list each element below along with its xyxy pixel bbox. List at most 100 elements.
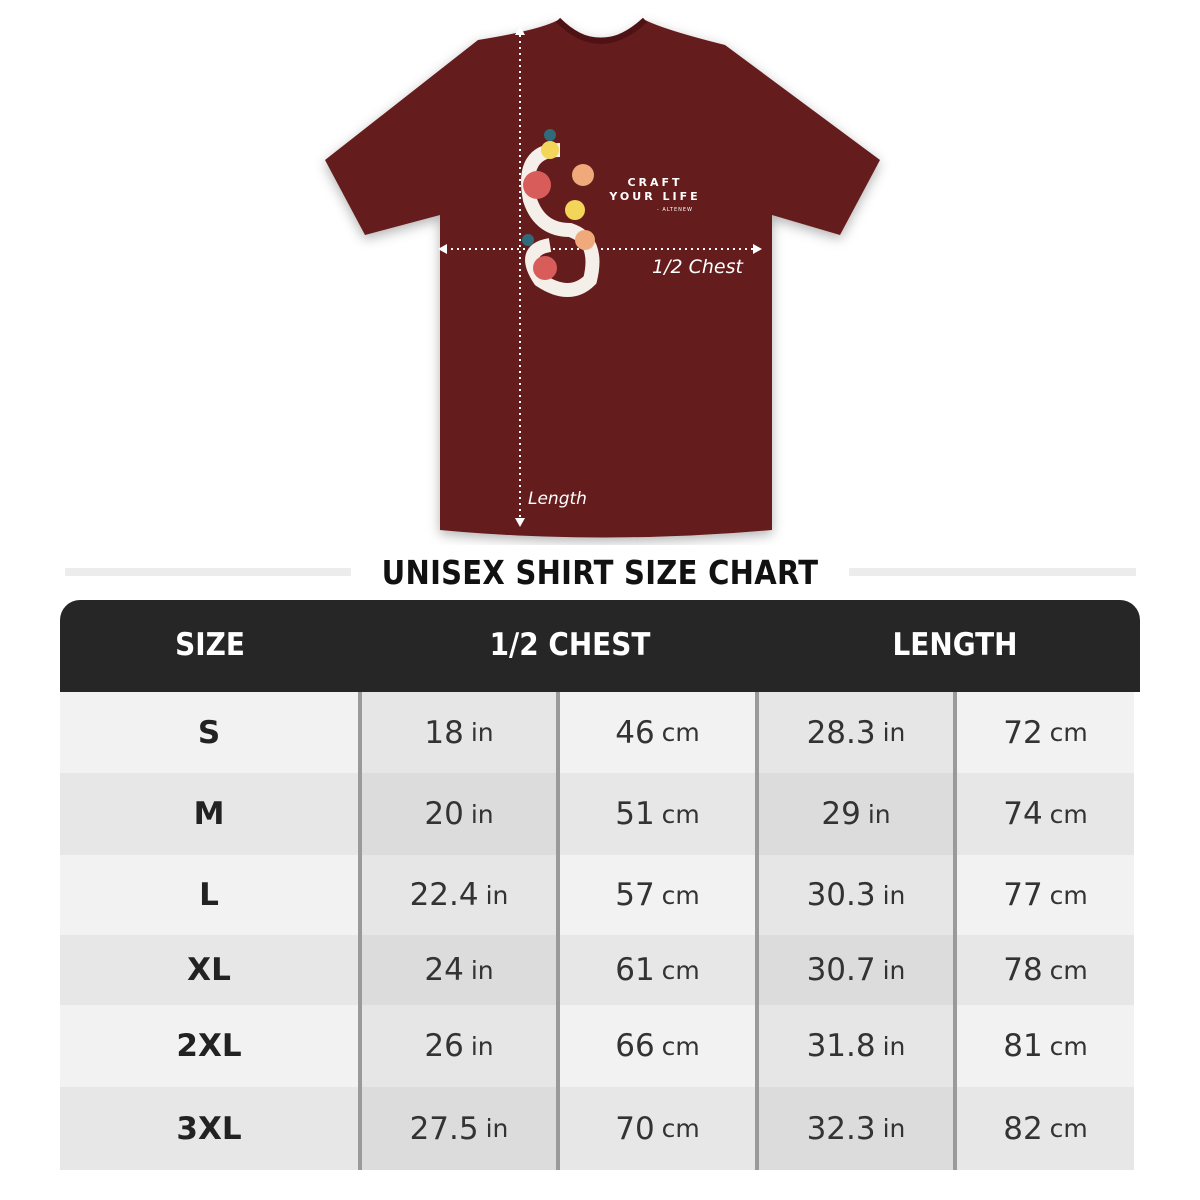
table-row: 3XL 27.5 in 70 cm 32.3 in 82 cm: [60, 1087, 1140, 1170]
cell-value: 51: [615, 796, 655, 832]
cell-value: 72: [1003, 714, 1043, 751]
chest-in-cell: 18 in: [362, 692, 556, 773]
column-divider: [953, 855, 957, 935]
cell-value: 82: [1003, 1110, 1043, 1147]
chest-in-cell: 22.4 in: [362, 855, 556, 935]
cell-value: 31.8: [806, 1028, 876, 1064]
length-measure-label: Length: [528, 489, 587, 509]
cell-unit: in: [470, 718, 494, 747]
length-cm-cell: 82 cm: [957, 1087, 1134, 1170]
column-divider: [755, 935, 759, 1005]
column-divider: [556, 1005, 560, 1087]
header-size: SIZE: [175, 627, 245, 663]
cell-unit: in: [867, 799, 891, 829]
cell-value: 26: [424, 1028, 464, 1064]
column-divider: [755, 855, 759, 935]
table-row: 2XL 26 in 66 cm 31.8 in 81 cm: [60, 1005, 1140, 1087]
table-body: S 18 in 46 cm 28.3 in 72 cm M 20 in 51 cm 29 in 74 cm L 22.…: [60, 692, 1140, 1170]
cell-unit: in: [470, 955, 494, 985]
column-divider: [755, 773, 759, 855]
title-divider-left: [65, 568, 351, 576]
print-signature: - ALTENEW: [657, 207, 693, 213]
chest-measure-label: 1/2 Chest: [652, 256, 743, 278]
length-in-cell: 30.7 in: [759, 935, 953, 1005]
cell-unit: in: [882, 880, 906, 910]
length-cm-cell: 72 cm: [957, 692, 1134, 773]
cell-unit: cm: [1049, 1031, 1088, 1061]
cell-unit: cm: [661, 718, 700, 747]
cell-value: 22.4: [409, 877, 479, 913]
chest-cm-cell: 51 cm: [560, 773, 755, 855]
column-divider: [358, 935, 362, 1005]
length-cm-cell: 81 cm: [957, 1005, 1134, 1087]
column-divider: [556, 855, 560, 935]
cell-value: 28.3: [806, 714, 876, 751]
tshirt-image: CRAFT YOUR LIFE - ALTENEW 1/2 Chest Leng…: [300, 0, 900, 545]
chart-title: UNISEX SHIRT SIZE CHART: [381, 553, 819, 592]
chest-in-cell: 27.5 in: [362, 1087, 556, 1170]
chest-cm-cell: 66 cm: [560, 1005, 755, 1087]
size-cell: 3XL: [60, 1087, 358, 1170]
cell-unit: cm: [1049, 880, 1088, 910]
column-divider: [358, 773, 362, 855]
header-chest: 1/2 CHEST: [489, 627, 651, 663]
column-divider: [953, 1087, 957, 1170]
table-row: L 22.4 in 57 cm 30.3 in 77 cm: [60, 855, 1140, 935]
length-in-cell: 31.8 in: [759, 1005, 953, 1087]
cell-unit: cm: [661, 1031, 700, 1061]
column-divider: [358, 692, 362, 773]
tshirt-graphic: [325, 17, 880, 538]
cell-value: 77: [1003, 877, 1043, 913]
chest-in-cell: 26 in: [362, 1005, 556, 1087]
table-row: M 20 in 51 cm 29 in 74 cm: [60, 773, 1140, 855]
cell-value: 27.5: [409, 1110, 479, 1147]
size-table: SIZE 1/2 CHEST LENGTH S 18 in 46 cm 28.3 in 72 c…: [60, 600, 1140, 1170]
column-divider: [953, 1005, 957, 1087]
size-cell: M: [60, 773, 358, 855]
cell-unit: cm: [1049, 1114, 1088, 1143]
length-in-cell: 32.3 in: [759, 1087, 953, 1170]
cell-value: 32.3: [806, 1110, 876, 1147]
column-divider: [358, 1087, 362, 1170]
cell-value: 70: [615, 1110, 655, 1147]
title-divider-right: [849, 568, 1136, 576]
chest-cm-cell: 61 cm: [560, 935, 755, 1005]
cell-unit: in: [470, 1031, 494, 1061]
cell-unit: cm: [1049, 718, 1088, 747]
cell-unit: cm: [1049, 799, 1088, 829]
length-in-cell: 28.3 in: [759, 692, 953, 773]
table-header: SIZE 1/2 CHEST LENGTH: [60, 600, 1140, 692]
cell-unit: in: [485, 880, 509, 910]
cell-value: 66: [615, 1028, 655, 1064]
table-row: XL 24 in 61 cm 30.7 in 78 cm: [60, 935, 1140, 1005]
column-divider: [358, 1005, 362, 1087]
cell-unit: in: [882, 955, 906, 985]
cell-value: 61: [615, 952, 655, 988]
print-text-your-life: YOUR LIFE: [609, 190, 701, 203]
column-divider: [556, 692, 560, 773]
length-in-cell: 29 in: [759, 773, 953, 855]
cell-unit: in: [485, 1114, 509, 1143]
cell-unit: cm: [661, 1114, 700, 1143]
cell-unit: in: [882, 1031, 906, 1061]
length-cm-cell: 78 cm: [957, 935, 1134, 1005]
cell-value: 18: [424, 714, 464, 751]
table-row: S 18 in 46 cm 28.3 in 72 cm: [60, 692, 1140, 773]
length-cm-cell: 74 cm: [957, 773, 1134, 855]
chest-cm-cell: 57 cm: [560, 855, 755, 935]
size-cell: XL: [60, 935, 358, 1005]
column-divider: [953, 773, 957, 855]
cell-value: 78: [1003, 952, 1043, 988]
chest-in-cell: 24 in: [362, 935, 556, 1005]
chest-in-cell: 20 in: [362, 773, 556, 855]
column-divider: [556, 773, 560, 855]
column-divider: [953, 935, 957, 1005]
cell-value: 46: [615, 714, 655, 751]
cell-value: 81: [1003, 1028, 1043, 1064]
chest-cm-cell: 70 cm: [560, 1087, 755, 1170]
chest-cm-cell: 46 cm: [560, 692, 755, 773]
cell-value: 30.3: [806, 877, 876, 913]
print-text-craft: CRAFT: [627, 176, 683, 189]
header-length: LENGTH: [892, 627, 1018, 663]
length-cm-cell: 77 cm: [957, 855, 1134, 935]
